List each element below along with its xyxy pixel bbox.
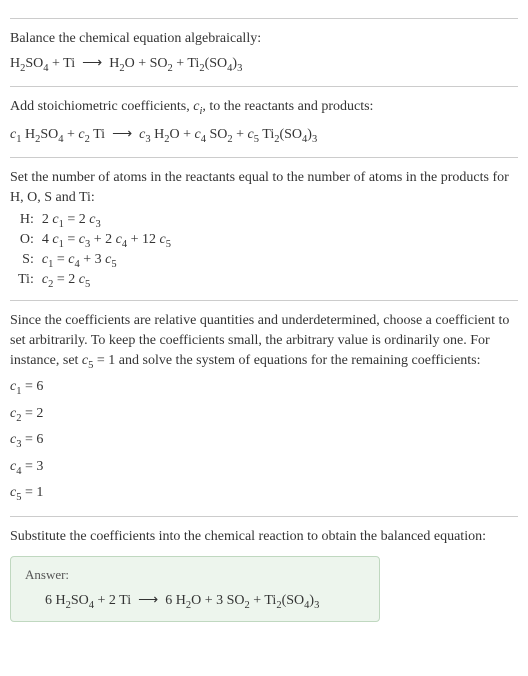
coefficient-line: c1 = 6 xyxy=(10,377,518,399)
coefficient-line: c2 = 2 xyxy=(10,404,518,426)
coefficient-line: c3 = 6 xyxy=(10,430,518,452)
balance-title: Balance the chemical equation algebraica… xyxy=(10,29,518,49)
atom-row: H:2 c1 = 2 c3 xyxy=(14,211,175,231)
section-stoichiometric: Add stoichiometric coefficients, ci, to … xyxy=(10,86,518,147)
balance-equation: H2SO4 + Ti ⟶ H2O + SO2 + Ti2(SO4)3 xyxy=(10,53,518,76)
atom-label: Ti: xyxy=(14,271,38,291)
atom-label: O: xyxy=(14,231,38,251)
atom-row: O:4 c1 = c3 + 2 c4 + 12 c5 xyxy=(14,231,175,251)
substitute-title: Substitute the coefficients into the che… xyxy=(10,527,518,547)
answer-label: Answer: xyxy=(25,567,365,583)
atom-row: Ti:c2 = 2 c5 xyxy=(14,271,175,291)
atom-label: H: xyxy=(14,211,38,231)
atom-equation: 2 c1 = 2 c3 xyxy=(38,211,175,231)
answer-equation: 6 H2SO4 + 2 Ti ⟶ 6 H2O + 3 SO2 + Ti2(SO4… xyxy=(25,591,365,611)
solve-title: Since the coefficients are relative quan… xyxy=(10,311,518,373)
coeff-list: c1 = 6 c2 = 2 c3 = 6 c4 = 3 c5 = 1 xyxy=(10,377,518,505)
section-substitute: Substitute the coefficients into the che… xyxy=(10,516,518,622)
stoich-title: Add stoichiometric coefficients, ci, to … xyxy=(10,97,518,119)
stoich-equation: c1 H2SO4 + c2 Ti ⟶ c3 H2O + c4 SO2 + c5 … xyxy=(10,124,518,147)
atoms-title: Set the number of atoms in the reactants… xyxy=(10,168,518,207)
atom-equation: c1 = c4 + 3 c5 xyxy=(38,251,175,271)
atom-equation: c2 = 2 c5 xyxy=(38,271,175,291)
atom-equation: 4 c1 = c3 + 2 c4 + 12 c5 xyxy=(38,231,175,251)
coefficient-line: c5 = 1 xyxy=(10,483,518,505)
atom-row: S:c1 = c4 + 3 c5 xyxy=(14,251,175,271)
section-atoms: Set the number of atoms in the reactants… xyxy=(10,157,518,290)
coefficient-line: c4 = 3 xyxy=(10,457,518,479)
section-solve: Since the coefficients are relative quan… xyxy=(10,300,518,505)
atom-label: S: xyxy=(14,251,38,271)
answer-box: Answer: 6 H2SO4 + 2 Ti ⟶ 6 H2O + 3 SO2 +… xyxy=(10,556,380,622)
section-balance: Balance the chemical equation algebraica… xyxy=(10,18,518,76)
atoms-table: H:2 c1 = 2 c3O:4 c1 = c3 + 2 c4 + 12 c5S… xyxy=(14,211,175,290)
atoms-tbody: H:2 c1 = 2 c3O:4 c1 = c3 + 2 c4 + 12 c5S… xyxy=(14,211,175,290)
